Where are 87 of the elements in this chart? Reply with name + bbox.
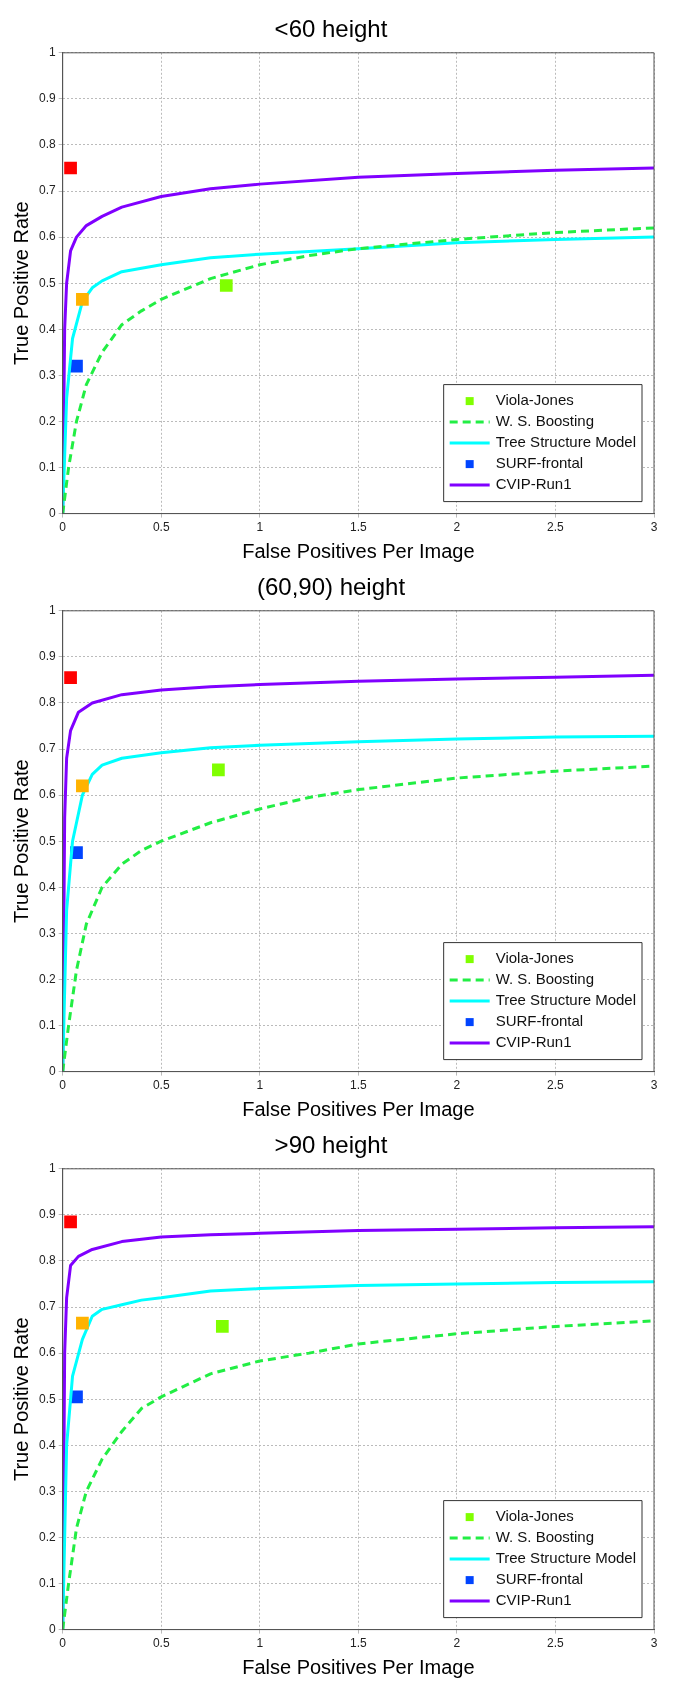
point — [215, 1320, 229, 1333]
y-tick-label: 0.5 — [38, 833, 56, 848]
y-tick-label: 0.3 — [38, 367, 56, 382]
x-axis-title: False Positives Per Image — [242, 539, 475, 562]
legend-label: CVIP-Run1 — [495, 475, 572, 493]
legend-label: SURF-frontal — [495, 454, 584, 472]
chart-title: (60,90) height — [256, 573, 406, 601]
point — [64, 161, 77, 175]
y-tick-label: 0.4 — [38, 879, 56, 894]
y-tick-label: 0.3 — [38, 925, 56, 940]
y-tick-label: 0 — [48, 1063, 56, 1078]
legend-label: Viola-Jones — [495, 1507, 574, 1525]
x-tick-label: 0 — [59, 520, 67, 535]
y-tick-label: 0.6 — [38, 229, 56, 244]
y-tick-label: 0.6 — [38, 1345, 56, 1360]
legend-label: SURF-frontal — [495, 1570, 584, 1588]
x-tick-label: 1.5 — [350, 1078, 367, 1093]
x-tick-label: 0.5 — [152, 520, 170, 535]
x-tick-label: 3 — [650, 1078, 658, 1093]
x-tick-label: 2.5 — [547, 520, 565, 535]
y-axis-title: True Positive Rate — [9, 1317, 32, 1482]
legend-label: CVIP-Run1 — [495, 1591, 572, 1609]
x-tick-label: 2 — [453, 520, 461, 535]
x-tick-label: 2.5 — [547, 1636, 565, 1651]
x-tick-label: 0 — [59, 1636, 67, 1651]
legend-label: CVIP-Run1 — [495, 1033, 572, 1051]
point — [76, 1316, 89, 1330]
legend-label: Tree Structure Model — [495, 1549, 637, 1567]
y-tick-label: 0.7 — [38, 741, 56, 756]
y-tick-label: 0.7 — [38, 1299, 56, 1314]
y-tick-label: 0.7 — [38, 183, 56, 198]
y-tick-label: 0.1 — [38, 1575, 56, 1590]
y-tick-label: 0.5 — [38, 1391, 56, 1406]
point — [212, 763, 225, 777]
x-tick-label: 1 — [256, 1636, 264, 1651]
x-tick-label: 2.5 — [547, 1078, 565, 1093]
y-axis-title: True Positive Rate — [9, 201, 32, 366]
y-tick-label: 0.9 — [38, 649, 56, 664]
legend-label: Viola-Jones — [495, 391, 574, 409]
x-tick-label: 0.5 — [152, 1636, 170, 1651]
y-tick-label: 0.2 — [38, 1529, 56, 1544]
y-tick-label: 1 — [48, 1161, 56, 1176]
y-tick-label: 0.2 — [38, 413, 56, 428]
legend-label: Viola-Jones — [495, 949, 574, 967]
x-tick-label: 0.5 — [152, 1078, 170, 1093]
y-tick-label: 0 — [48, 1621, 56, 1636]
x-tick-label: 3 — [650, 520, 658, 535]
point — [64, 671, 77, 684]
y-tick-label: 0.3 — [38, 1483, 56, 1498]
chart-title: >90 height — [274, 1131, 388, 1159]
x-axis-title: False Positives Per Image — [242, 1655, 475, 1678]
y-tick-label: 0.1 — [38, 1017, 56, 1032]
point — [64, 1215, 77, 1229]
point — [219, 279, 233, 292]
legend-label: Tree Structure Model — [495, 433, 637, 451]
y-tick-label: 0.8 — [38, 137, 56, 152]
y-tick-label: 0.5 — [38, 275, 56, 290]
x-axis-title: False Positives Per Image — [242, 1097, 475, 1120]
x-tick-label: 1 — [256, 520, 264, 535]
point — [76, 779, 89, 793]
legend-label: W. S. Boosting — [495, 1528, 595, 1546]
y-tick-label: 0.2 — [38, 971, 56, 986]
y-tick-label: 1 — [48, 45, 56, 60]
legend-label: Tree Structure Model — [495, 991, 637, 1009]
y-axis-title: True Positive Rate — [9, 759, 32, 924]
x-tick-label: 0 — [59, 1078, 67, 1093]
y-tick-label: 0.9 — [38, 91, 56, 106]
legend-label: SURF-frontal — [495, 1012, 584, 1030]
x-tick-label: 2 — [453, 1636, 461, 1651]
y-tick-label: 0.4 — [38, 321, 56, 336]
legend-label: W. S. Boosting — [495, 412, 595, 430]
x-tick-label: 2 — [453, 1078, 461, 1093]
x-tick-label: 1 — [256, 1078, 264, 1093]
point — [76, 292, 89, 306]
x-tick-label: 1.5 — [350, 1636, 367, 1651]
legend-label: W. S. Boosting — [495, 970, 595, 988]
y-tick-label: 0.8 — [38, 695, 56, 710]
y-tick-label: 0 — [48, 505, 56, 520]
y-tick-label: 0.4 — [38, 1437, 56, 1452]
y-tick-label: 0.9 — [38, 1207, 56, 1222]
x-tick-label: 1.5 — [350, 520, 367, 535]
chart-title: <60 height — [274, 15, 388, 43]
y-tick-label: 0.8 — [38, 1253, 56, 1268]
y-tick-label: 0.6 — [38, 787, 56, 802]
y-tick-label: 0.1 — [38, 459, 56, 474]
x-tick-label: 3 — [650, 1636, 658, 1651]
y-tick-label: 1 — [48, 603, 56, 618]
